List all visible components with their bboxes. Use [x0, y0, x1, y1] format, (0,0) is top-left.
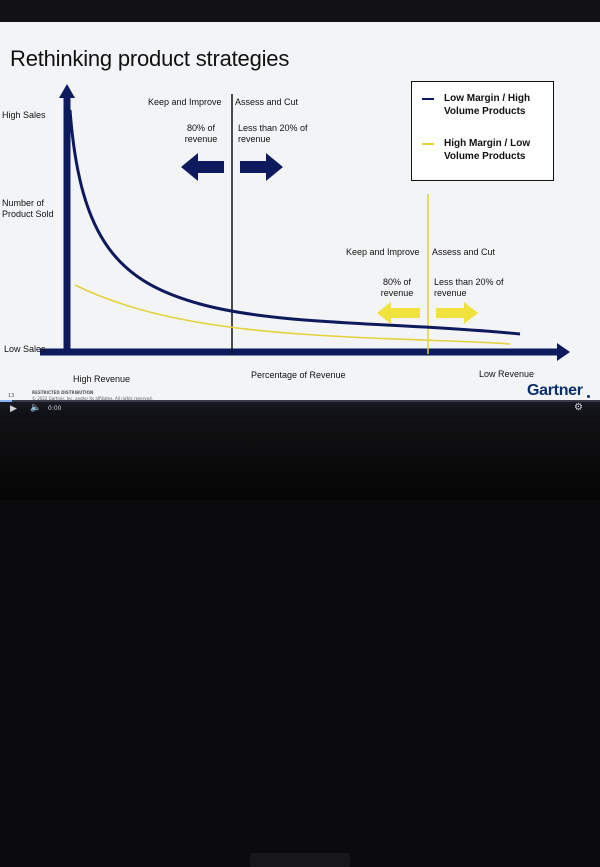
gear-icon[interactable]: ⚙	[574, 402, 583, 413]
progress-fill	[0, 400, 12, 402]
monitor-stand	[250, 853, 350, 867]
page-number: 13	[8, 393, 15, 399]
progress-track[interactable]	[0, 400, 600, 402]
lower-keep-share: 80% of revenue	[380, 277, 414, 298]
legend-box: Low Margin / High Volume Products High M…	[411, 81, 554, 181]
monitor-bezel-top	[0, 0, 600, 22]
upper-cut-share: Less than 20% of revenue	[238, 123, 308, 144]
legend-swatch-yellow	[422, 143, 434, 145]
legend-label-low-margin: Low Margin / High Volume Products	[444, 93, 531, 117]
upper-left-arrow	[181, 153, 224, 181]
y-axis-label-low: Low Sales	[4, 344, 46, 354]
upper-cut-label: Assess and Cut	[235, 97, 299, 107]
video-player-bar: ▶ 🔈 0:00 ⚙	[0, 400, 600, 418]
upper-keep-share: 80% of revenue	[184, 123, 218, 144]
lower-cut-label: Assess and Cut	[432, 247, 496, 257]
lower-right-arrow	[436, 302, 478, 324]
gartner-logo-dot	[587, 395, 590, 398]
curve-high-margin-low-volume	[74, 284, 511, 345]
y-axis-arrowhead	[59, 84, 75, 98]
volume-icon[interactable]: 🔈	[30, 403, 42, 413]
gartner-logo: Gartner	[527, 382, 583, 399]
time-display: 0:00	[48, 405, 62, 412]
lower-keep-label: Keep and Improve	[346, 247, 420, 257]
upper-keep-label: Keep and Improve	[148, 97, 222, 107]
legend-label-high-margin: High Margin / Low Volume Products	[444, 138, 531, 162]
lower-cut-share: Less than 20% of revenue	[434, 277, 504, 298]
curve-low-margin-high-volume	[68, 109, 521, 336]
x-axis-label-left: High Revenue	[73, 374, 131, 384]
upper-right-arrow	[240, 153, 283, 181]
y-axis-label-mid: Number of Product Sold	[2, 198, 54, 219]
y-axis-label-high: High Sales	[2, 110, 46, 120]
x-axis-label-mid: Percentage of Revenue	[251, 370, 346, 380]
restricted-label: RESTRICTED DISTRIBUTION	[32, 390, 94, 395]
diagram-canvas	[40, 84, 570, 361]
slide-screen: Rethinking product strategies High Sa	[0, 22, 600, 418]
x-axis-arrowhead	[557, 343, 570, 361]
monitor-bezel-bottom	[0, 418, 600, 867]
x-axis-label-right: Low Revenue	[479, 369, 535, 379]
lower-left-arrow	[377, 302, 420, 324]
legend-swatch-navy	[422, 98, 434, 100]
play-icon[interactable]: ▶	[10, 404, 17, 414]
copyright-text: © 2022 Gartner, Inc. and/or its affiliat…	[32, 396, 153, 401]
slide-title: Rethinking product strategies	[10, 46, 290, 71]
